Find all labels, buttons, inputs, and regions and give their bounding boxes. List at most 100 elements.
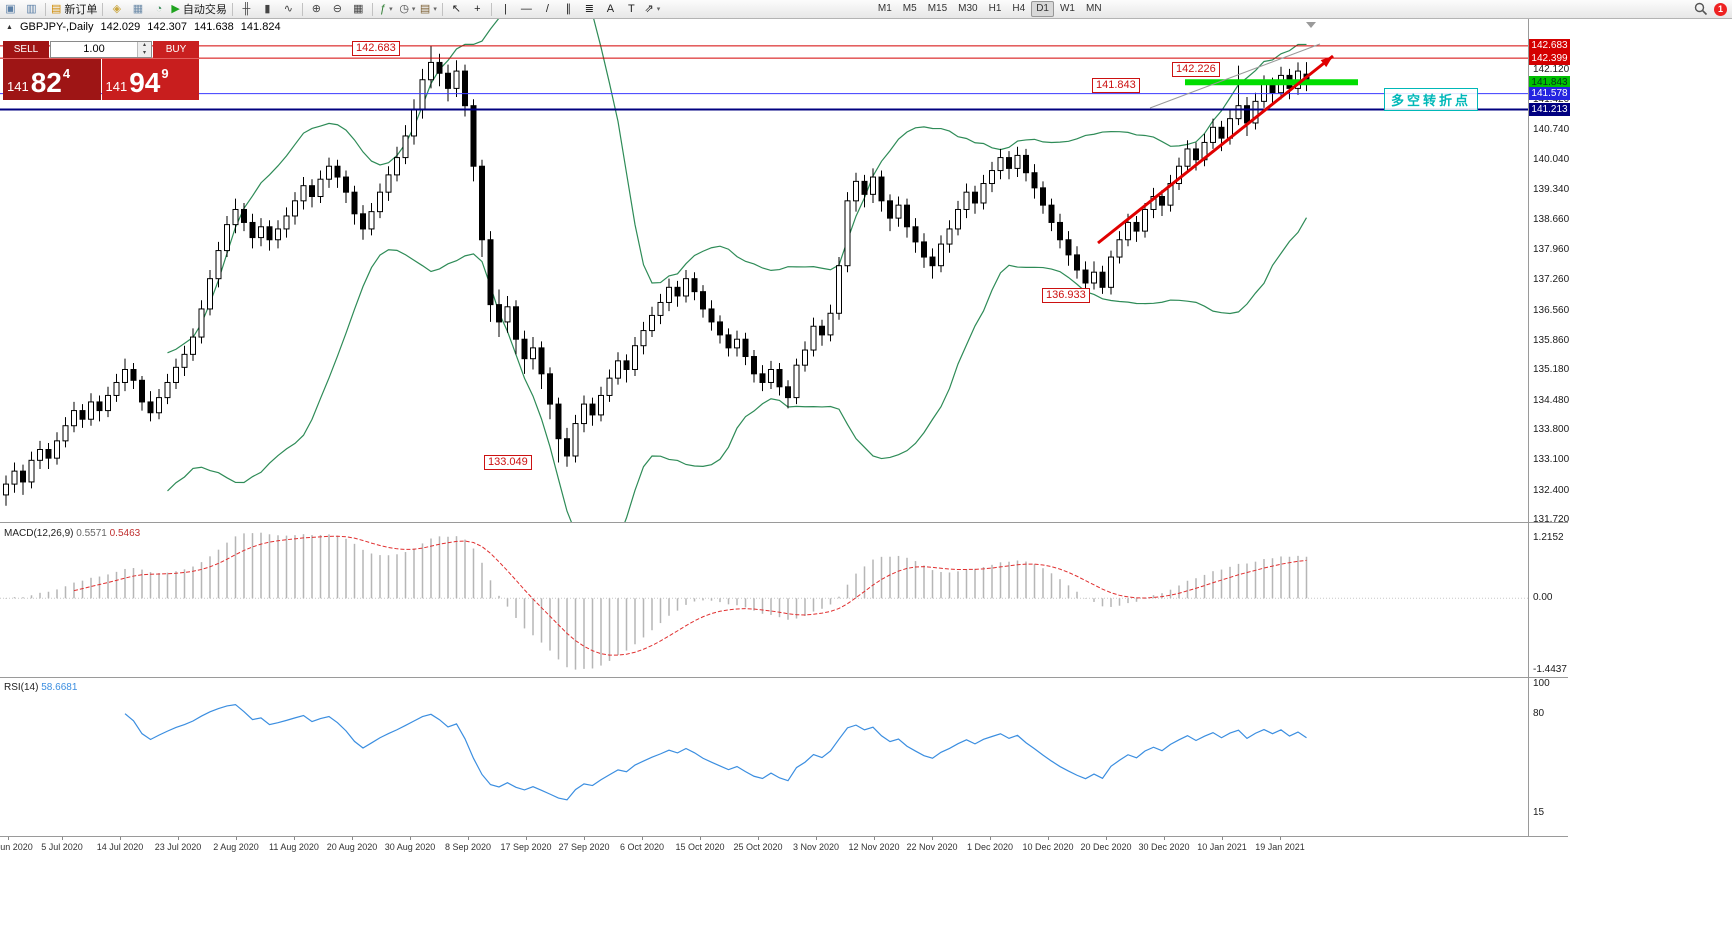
main-toolbar: ▣ ▥ ▤ 新订单 ◈ ▦ ◔ ▶ 自动交易 ╫ ▮ ∿ ⊕ ⊖ ▦ ƒ ▾ ◷ ▾ ▤ ▾ ↖ + | — / ∥ ≣ A T ⇗ ▾ M1… bbox=[0, 0, 1732, 19]
timeframe-button-m1[interactable]: M1 bbox=[877, 3, 892, 14]
price-line-badge: 142.399 bbox=[1529, 51, 1570, 65]
notification-badge[interactable]: 1 bbox=[1714, 2, 1727, 16]
cursor-icon[interactable]: ↖ bbox=[446, 1, 467, 17]
rsi-tick: 100 bbox=[1533, 678, 1550, 689]
text-icon[interactable]: A bbox=[600, 1, 621, 17]
date-label: 17 Sep 2020 bbox=[500, 842, 552, 852]
rsi-chart[interactable] bbox=[0, 678, 1528, 836]
chart-shift-marker bbox=[1306, 22, 1316, 28]
timeframe-button-h1[interactable]: H1 bbox=[988, 3, 1002, 14]
time-axis[interactable]: 25 Jun 2020 5 Jul 2020 14 Jul 2020 23 Jul 2… bbox=[0, 836, 1568, 859]
market-watch-icon[interactable]: ◈ bbox=[106, 1, 127, 17]
label-icon[interactable]: T bbox=[621, 1, 642, 17]
time-tick bbox=[1222, 837, 1223, 840]
collapse-symbol-icon[interactable]: ▲ bbox=[6, 23, 13, 31]
rsi-title: RSI(14) bbox=[4, 682, 39, 693]
macd-histogram bbox=[5, 532, 1308, 670]
quote-close: 141.824 bbox=[240, 21, 281, 33]
crosshair-icon: + bbox=[474, 3, 481, 15]
chevron-down-icon: ▾ bbox=[411, 6, 416, 13]
timeframe-button-mn[interactable]: MN bbox=[1085, 3, 1102, 14]
rsi-value: 58.6681 bbox=[41, 682, 78, 693]
rsi-tick: 15 bbox=[1533, 807, 1545, 819]
volume-decrease-button[interactable]: ▾ bbox=[138, 49, 151, 57]
price-tick: 140.040 bbox=[1533, 154, 1570, 166]
arrows-icon[interactable]: ⇗ ▾ bbox=[642, 1, 663, 17]
toolbar-separator bbox=[231, 2, 233, 16]
sell-price-panel[interactable]: 141 82 4 bbox=[3, 59, 101, 100]
macd-chart[interactable] bbox=[0, 523, 1528, 676]
price-tick: 131.720 bbox=[1533, 514, 1570, 525]
chart-price-label[interactable]: 136.933 bbox=[1042, 288, 1090, 303]
window-profiles-icon[interactable]: ▥ bbox=[21, 1, 42, 17]
toolbar-right-group: 1 bbox=[1694, 2, 1732, 16]
chart-price-label[interactable]: 142.226 bbox=[1172, 62, 1220, 77]
panel-splitter[interactable] bbox=[0, 677, 1568, 678]
timeframe-toolbar: M1 M5 M15 M30 H1 H4 D1 W1 MN bbox=[873, 1, 1107, 17]
trendline-icon[interactable]: / bbox=[537, 1, 558, 17]
autotrading-button[interactable]: ▶ 自动交易 bbox=[169, 1, 228, 17]
fibonacci-icon[interactable]: ≣ bbox=[579, 1, 600, 17]
timeframe-button-m30[interactable]: M30 bbox=[958, 3, 978, 14]
time-tick bbox=[874, 837, 875, 840]
pivot-point-label[interactable]: 多空转折点 bbox=[1384, 88, 1479, 111]
line-chart-type-icon[interactable]: ∿ bbox=[278, 1, 299, 17]
buy-button[interactable]: BUY bbox=[153, 41, 199, 58]
bollinger-upper-band bbox=[167, 18, 1307, 354]
chart-price-label[interactable]: 133.049 bbox=[484, 455, 532, 470]
vertical-line-icon[interactable]: | bbox=[495, 1, 516, 17]
price-tick: 135.860 bbox=[1533, 334, 1570, 346]
toolbar-separator bbox=[45, 2, 46, 16]
time-tick bbox=[758, 837, 759, 840]
chart-price-label[interactable]: 142.683 bbox=[352, 41, 400, 56]
data-window-icon[interactable]: ▦ bbox=[127, 1, 148, 17]
date-label: 12 Nov 2020 bbox=[848, 842, 900, 852]
timeframe-button-w1[interactable]: W1 bbox=[1059, 3, 1075, 14]
price-tick: 135.180 bbox=[1533, 364, 1570, 376]
chevron-down-icon: ▾ bbox=[433, 6, 437, 13]
horizontal-line-icon[interactable]: — bbox=[516, 1, 537, 17]
rsi-tick: 80 bbox=[1533, 708, 1545, 720]
chevron-down-icon: ▾ bbox=[389, 6, 393, 13]
buy-price-panel[interactable]: 141 94 9 bbox=[101, 59, 199, 100]
chart-price-label[interactable]: 141.843 bbox=[1092, 78, 1140, 93]
channel-icon[interactable]: ∥ bbox=[558, 1, 579, 17]
date-label: 25 Jun 2020 bbox=[0, 842, 33, 852]
price-chart[interactable] bbox=[0, 18, 1528, 523]
indicators-icon[interactable]: ƒ ▾ bbox=[376, 1, 397, 17]
rsi-label: RSI(14) 58.6681 bbox=[4, 682, 77, 693]
timeframe-button-h4[interactable]: H4 bbox=[1012, 3, 1026, 14]
new-order-icon[interactable]: ▤ 新订单 bbox=[49, 1, 99, 17]
macd-title: MACD(12,26,9) bbox=[4, 528, 74, 539]
panel-splitter[interactable] bbox=[0, 522, 1568, 523]
new-chart-icon[interactable]: ▣ bbox=[0, 1, 21, 17]
time-tick bbox=[932, 837, 933, 840]
crosshair-icon[interactable]: + bbox=[467, 1, 488, 17]
volume-value[interactable]: 1.00 bbox=[83, 43, 105, 55]
bollinger-lower-band bbox=[167, 217, 1308, 523]
price-tick: 133.100 bbox=[1533, 454, 1570, 466]
periods-icon[interactable]: ◷ ▾ bbox=[397, 1, 418, 17]
trend-arrow-head bbox=[1320, 56, 1333, 68]
candlestick-type-icon[interactable]: ▮ bbox=[257, 1, 278, 17]
volume-increase-button[interactable]: ▴ bbox=[138, 42, 151, 50]
zoom-in-icon[interactable]: ⊕ bbox=[306, 1, 327, 17]
timeframe-button-d1[interactable]: D1 bbox=[1031, 1, 1054, 17]
templates-icon[interactable]: ▤ ▾ bbox=[418, 1, 439, 17]
toolbar-separator bbox=[102, 2, 104, 16]
time-tick bbox=[352, 837, 353, 840]
history-center-icon[interactable]: ◔ bbox=[148, 1, 169, 17]
zoom-out-icon[interactable]: ⊖ bbox=[327, 1, 348, 17]
volume-input[interactable]: 1.00 ▴ ▾ bbox=[50, 41, 152, 58]
timeframe-button-m5[interactable]: M5 bbox=[902, 3, 917, 14]
toolbar-separator bbox=[301, 2, 303, 16]
time-tick bbox=[410, 837, 411, 840]
search-icon[interactable] bbox=[1694, 2, 1708, 16]
periods-icon: ◷ bbox=[399, 3, 409, 15]
tile-windows-icon[interactable]: ▦ bbox=[348, 1, 369, 17]
date-label: 10 Jan 2021 bbox=[1197, 842, 1247, 852]
rsi-line bbox=[124, 703, 1307, 801]
timeframe-button-m15[interactable]: M15 bbox=[927, 3, 948, 14]
sell-button[interactable]: SELL bbox=[3, 41, 49, 58]
bar-chart-type-icon[interactable]: ╫ bbox=[236, 1, 257, 17]
